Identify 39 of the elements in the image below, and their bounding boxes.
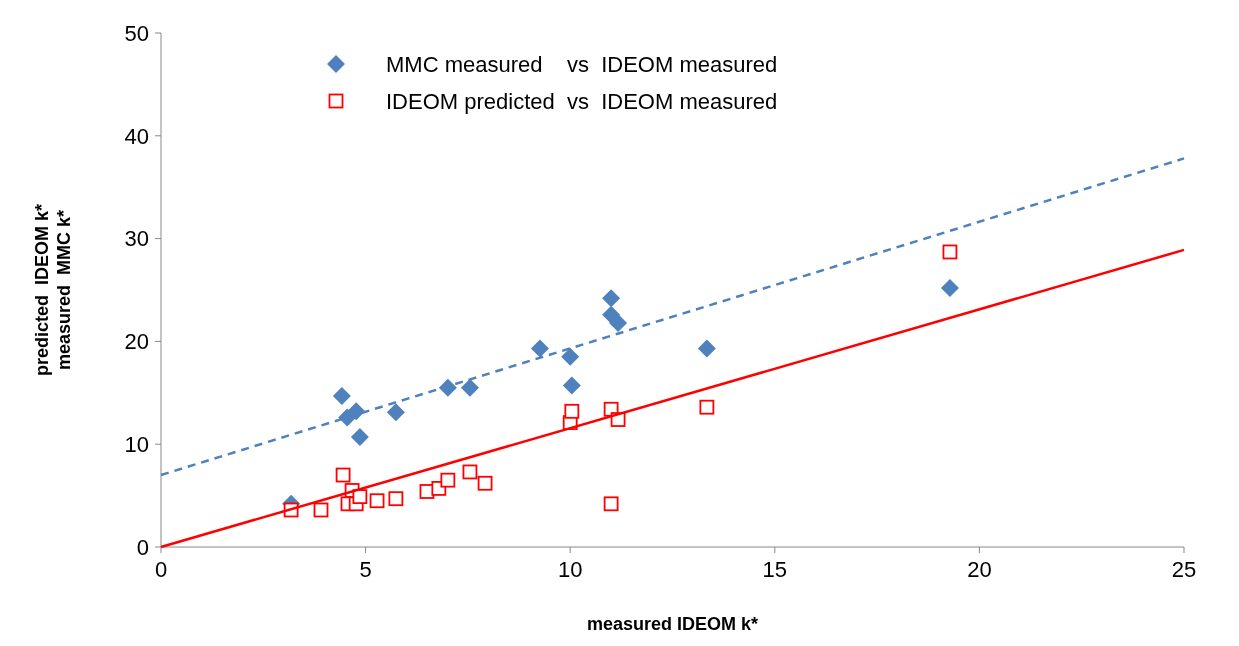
- point: [609, 313, 628, 332]
- point: [335, 467, 351, 483]
- y-tick-label: 0: [136, 534, 149, 560]
- point: [699, 399, 715, 415]
- point: [350, 428, 369, 446]
- legend-label: MMC measured vs IDEOM measured: [386, 51, 778, 77]
- x-tick-label: 25: [1171, 557, 1197, 582]
- y-axis-title: predicted IDEOM k* measured MMC k*: [32, 203, 74, 377]
- point: [602, 289, 621, 308]
- point: [562, 376, 581, 395]
- point: [530, 339, 549, 358]
- y-tick-label: 40: [124, 123, 149, 149]
- y-tick-label: 30: [124, 226, 149, 252]
- point: [940, 278, 959, 297]
- x-tick-label: 15: [762, 557, 788, 582]
- point: [561, 347, 580, 366]
- point: [386, 403, 405, 422]
- legend-label: IDEOM predicted vs IDEOM measured: [386, 88, 778, 114]
- x-tick-label: 5: [359, 557, 372, 582]
- point: [462, 464, 478, 480]
- point: [942, 244, 958, 260]
- x-tick-label: 10: [557, 557, 583, 582]
- point: [313, 502, 329, 518]
- x-tick-label: 0: [154, 557, 168, 582]
- point: [603, 496, 619, 512]
- point: [697, 339, 716, 358]
- point: [332, 386, 351, 405]
- point: [388, 491, 404, 507]
- point: [440, 472, 456, 488]
- y-tick-label: 20: [124, 329, 149, 355]
- point: [352, 489, 368, 505]
- y-tick-label: 10: [124, 431, 149, 457]
- point: [564, 403, 580, 419]
- x-axis-title: measured IDEOM k*: [586, 614, 759, 634]
- x-tick-label: 20: [967, 557, 992, 582]
- point: [460, 378, 479, 397]
- y-tick-label: 50: [124, 20, 149, 46]
- point: [369, 493, 385, 509]
- point: [477, 475, 493, 491]
